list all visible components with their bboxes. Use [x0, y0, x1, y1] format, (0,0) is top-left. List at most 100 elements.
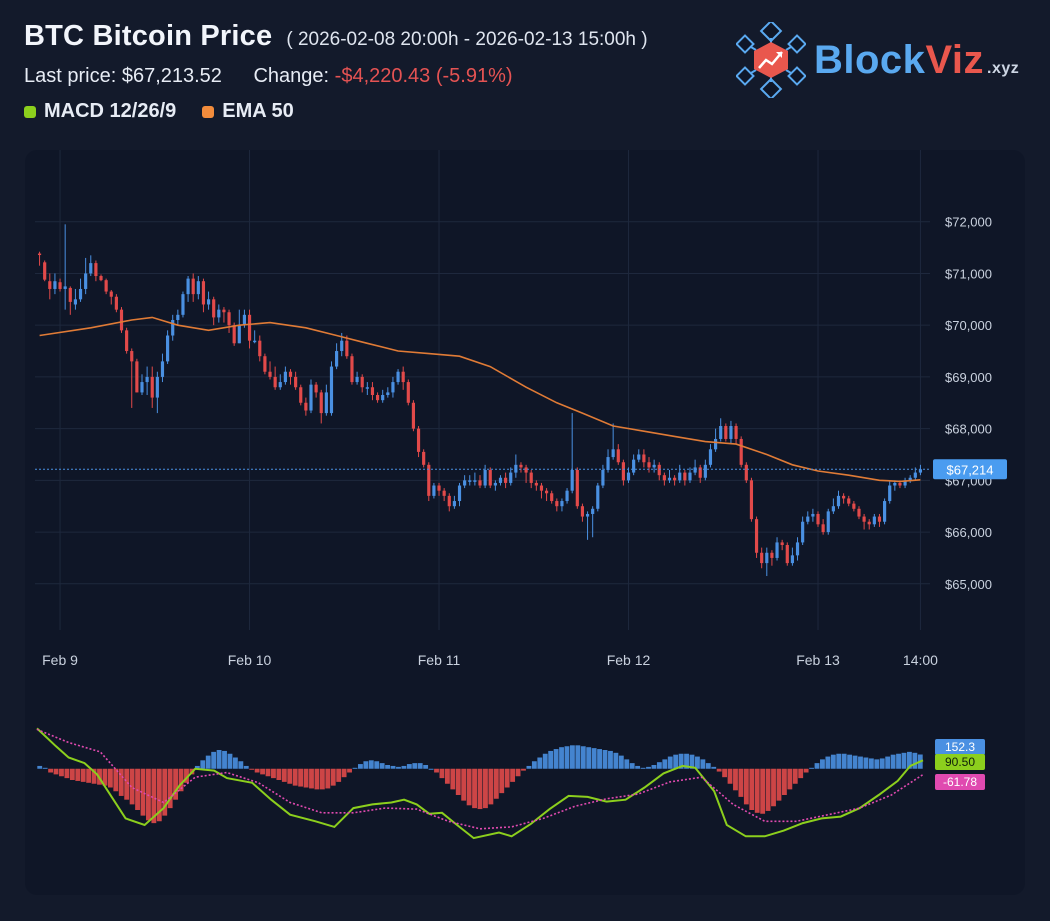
histogram-bar: [401, 765, 407, 769]
histogram-bar: [651, 765, 657, 769]
histogram-bar: [885, 756, 891, 769]
candle-body: [744, 464, 748, 481]
candle: [806, 511, 810, 525]
histogram-bar: [613, 752, 619, 769]
histogram-bar: [803, 768, 809, 773]
x-tick-label: Feb 9: [42, 652, 78, 668]
candle: [294, 371, 298, 390]
candle-body: [877, 516, 882, 522]
histogram-bar: [363, 761, 369, 769]
histogram-bar: [434, 768, 439, 773]
macd-value-label: -61.78: [943, 775, 977, 789]
x-tick-label: Feb 13: [796, 652, 840, 668]
candle-body: [596, 485, 600, 509]
histogram-bar: [602, 750, 608, 769]
histogram-bar: [124, 768, 130, 800]
histogram-bar: [162, 768, 168, 816]
candle: [109, 290, 113, 305]
candle-body: [749, 480, 754, 520]
candle: [386, 387, 390, 398]
candle: [734, 423, 738, 445]
histogram-bar: [646, 766, 651, 769]
histogram-bar: [91, 768, 97, 784]
candle-body: [288, 371, 293, 377]
histogram-bar: [499, 768, 505, 794]
candle: [53, 273, 57, 295]
candle-body: [186, 278, 190, 295]
chart-header: BTC Bitcoin Price ( 2026-02-08 20:00h - …: [24, 20, 724, 123]
candle: [406, 379, 410, 406]
y-tick-label: $68,000: [945, 422, 992, 437]
candle-body: [816, 513, 820, 525]
ema50-line: [39, 316, 921, 483]
candle-body: [478, 480, 482, 486]
histogram-bar: [559, 747, 564, 769]
histogram-bar: [107, 768, 113, 788]
candle: [765, 547, 769, 577]
candle-body: [181, 294, 185, 315]
histogram-bar: [64, 768, 70, 779]
candle: [206, 291, 211, 310]
candle-body: [888, 485, 892, 502]
candle-body: [667, 477, 672, 481]
candle-body: [89, 263, 93, 274]
candle: [130, 348, 134, 408]
candle-body: [831, 506, 835, 512]
candle-body: [821, 524, 825, 533]
histogram-bar: [836, 753, 842, 769]
histogram-bar: [156, 768, 162, 822]
candle: [596, 482, 600, 512]
candle: [509, 467, 513, 486]
histogram-bar: [488, 768, 494, 805]
x-tick-label: Feb 12: [607, 652, 651, 668]
candle: [309, 379, 313, 414]
candle: [544, 488, 549, 502]
candle: [647, 457, 651, 473]
candle-body: [150, 376, 154, 398]
candle-body: [642, 454, 646, 463]
histogram-bar: [830, 754, 836, 769]
chart-title: BTC Bitcoin Price: [24, 20, 273, 52]
candle: [166, 330, 170, 364]
candle-body: [483, 470, 487, 486]
candle-body: [406, 382, 410, 403]
candle-body: [135, 361, 139, 393]
histogram-bar: [684, 753, 689, 769]
histogram-bar: [227, 753, 233, 769]
y-tick-label: $71,000: [945, 266, 992, 281]
candle: [104, 278, 108, 295]
candle-body: [580, 506, 585, 517]
histogram-bar: [184, 768, 189, 783]
candle-body: [114, 296, 118, 310]
candle-body: [416, 428, 421, 452]
candle-body: [780, 542, 784, 545]
candle-body: [442, 490, 446, 496]
candle: [237, 309, 241, 344]
candle-body: [509, 472, 513, 483]
histogram-bar: [216, 750, 222, 769]
candle: [626, 467, 631, 483]
candle: [836, 490, 841, 509]
histogram-bar: [537, 757, 543, 769]
candle: [396, 369, 400, 385]
histogram-bar: [271, 768, 276, 779]
candle-body: [836, 495, 841, 507]
candle: [719, 418, 723, 442]
candle-body: [160, 361, 165, 377]
candle: [37, 251, 42, 266]
histogram-bar: [890, 754, 896, 769]
blockviz-logo: BlockViz .xyz: [736, 20, 1026, 100]
candle-body: [299, 387, 303, 403]
y-tick-label: $65,000: [945, 577, 992, 592]
candle: [468, 475, 472, 486]
candle-body: [544, 490, 549, 494]
histogram-bar: [265, 768, 271, 777]
candle: [524, 464, 528, 483]
histogram-bar: [444, 768, 450, 784]
candle-body: [268, 371, 272, 377]
candle: [775, 537, 779, 561]
candle-body: [258, 340, 262, 357]
histogram-bar: [379, 763, 385, 769]
candle-body: [616, 449, 620, 463]
signal-line: [36, 728, 924, 830]
